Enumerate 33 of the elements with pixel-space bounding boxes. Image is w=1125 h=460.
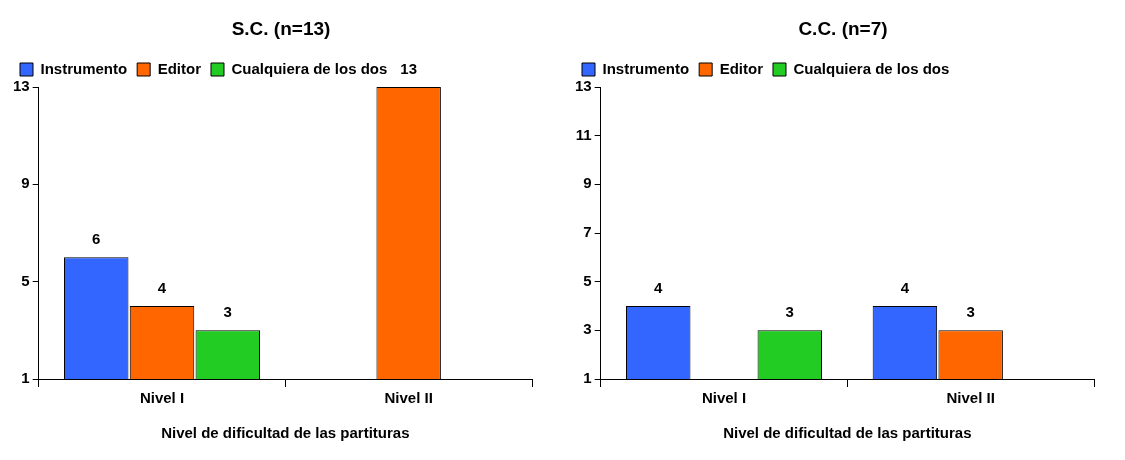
legend-label: Cualquiera de los dos bbox=[231, 59, 388, 77]
chart-title: S.C. (n=13) bbox=[230, 18, 332, 40]
data-label: 4 bbox=[157, 278, 167, 296]
x-tick-label: Nivel I bbox=[701, 389, 747, 407]
legend-label: Editor bbox=[157, 59, 202, 77]
x-tick-label: Nivel II bbox=[946, 389, 995, 407]
data-label: 3 bbox=[785, 302, 794, 320]
data-label: 6 bbox=[92, 229, 101, 247]
legend-label: Cualquiera de los dos bbox=[793, 59, 950, 77]
y-tick-label: 11 bbox=[575, 125, 592, 143]
y-tick-label: 1 bbox=[583, 369, 592, 387]
x-tick-label: Nivel II bbox=[384, 389, 433, 407]
data-label: 4 bbox=[654, 278, 664, 296]
y-tick-label: 13 bbox=[13, 77, 30, 95]
x-axis-title: Nivel de dificultad de las partituras bbox=[723, 424, 972, 442]
data-label: 3 bbox=[966, 302, 975, 320]
y-tick-label: 5 bbox=[583, 271, 592, 289]
x-tick-label: Nivel I bbox=[139, 389, 185, 407]
y-tick-label: 5 bbox=[21, 271, 30, 289]
x-axis-title: Nivel de dificultad de las partituras bbox=[161, 424, 410, 442]
y-tick-label: 7 bbox=[583, 223, 592, 241]
legend-label: Instrumento bbox=[40, 59, 128, 77]
y-tick-label: 3 bbox=[583, 320, 592, 338]
y-tick-label: 9 bbox=[583, 174, 592, 192]
legend-label: Editor bbox=[719, 59, 764, 77]
data-label: 3 bbox=[223, 302, 232, 320]
y-tick-label: 1 bbox=[21, 369, 30, 387]
y-tick-label: 9 bbox=[21, 174, 30, 192]
data-label: 4 bbox=[900, 278, 910, 296]
data-label: 13 bbox=[400, 59, 418, 77]
legend-label: Instrumento bbox=[602, 59, 690, 77]
y-tick-label: 13 bbox=[575, 77, 592, 95]
chart-title: C.C. (n=7) bbox=[797, 18, 889, 40]
